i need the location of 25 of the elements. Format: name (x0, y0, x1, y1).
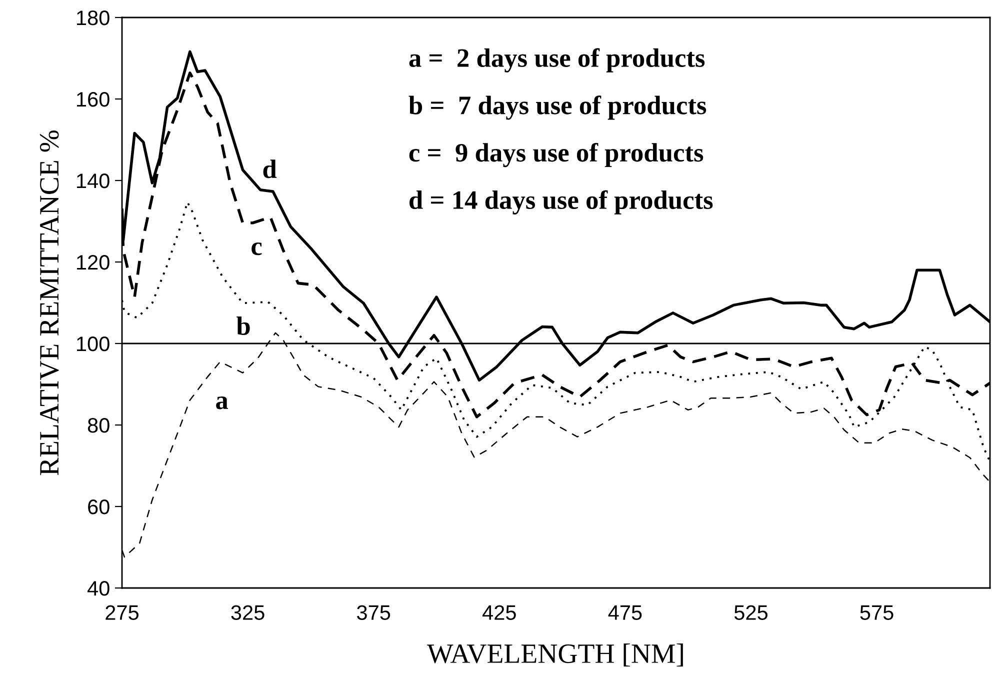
x-tick-label: 275 (106, 605, 139, 620)
series-label: d (263, 160, 277, 178)
x-tick-label: 375 (357, 605, 390, 620)
y-tick-label: 100 (77, 336, 110, 352)
x-tick-label: 325 (231, 605, 264, 620)
series-label: a (216, 396, 228, 410)
y-tick-label: 40 (88, 581, 110, 596)
x-axis-title: WAVELENGTH [NM] (427, 644, 683, 667)
y-tick-label: 60 (88, 500, 110, 514)
y-tick-label: 160 (77, 92, 110, 107)
y-axis-title: RELATIVE REMITTANCE % (40, 130, 59, 476)
x-tick-label: 525 (734, 605, 768, 620)
annotation: b = 7 days use of products (408, 96, 706, 120)
series-label: b (236, 316, 250, 336)
y-tick-label: 80 (88, 418, 110, 433)
series-label: c (252, 242, 262, 256)
y-tick-label: 120 (77, 255, 110, 270)
annotation: a = 2 days use of products (409, 48, 705, 72)
y-tick-label: 180 (77, 10, 110, 26)
x-tick-label: 425 (482, 605, 516, 620)
annotation: d = 14 days use of products (410, 190, 713, 214)
x-tick-label: 575 (860, 605, 894, 620)
x-tick-label: 475 (608, 605, 642, 620)
y-tick-label: 140 (77, 174, 110, 188)
annotation: c = 9 days use of products (409, 142, 704, 168)
